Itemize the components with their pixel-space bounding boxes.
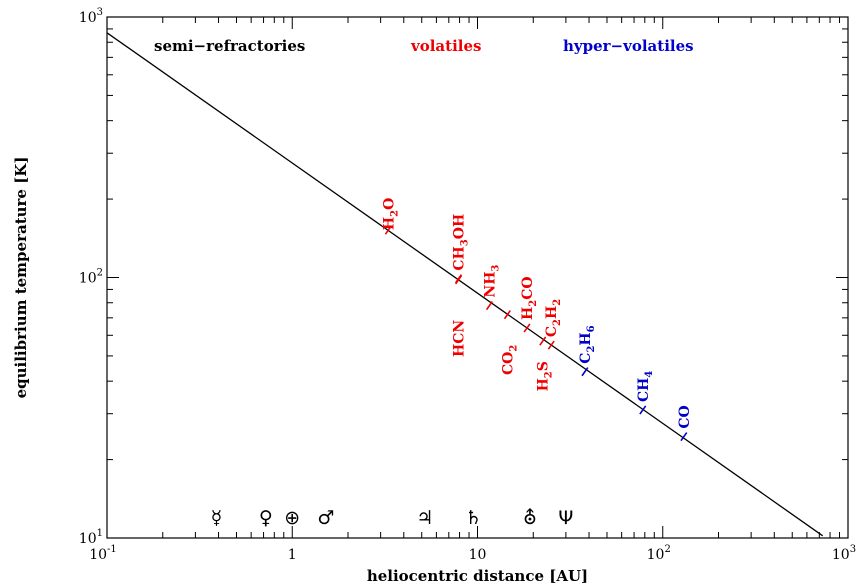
axis-ticks: [106, 16, 849, 539]
molecule-label: CO: [677, 405, 693, 428]
annotations: H2O CH3OH HCN NH3 CO2 H2CO C2H2 H2S C2H6 CH4 CO: [381, 198, 693, 442]
x-axis-label: heliocentric distance [AU]: [367, 567, 588, 585]
y-tick-label: 103: [79, 7, 103, 26]
molecule-marker: [523, 323, 531, 333]
x-tick-label: 102: [647, 544, 671, 563]
x-tick-label: 1: [288, 547, 297, 563]
molecule-marker: [680, 432, 688, 442]
category-label: hyper−volatiles: [563, 37, 694, 55]
x-tick-label: 10: [469, 547, 487, 563]
category-label: volatiles: [410, 37, 481, 55]
tick-labels: 10-1 1 10 102 103 101 102 103: [79, 7, 856, 563]
planet-neptune-icon: Ψ: [558, 507, 573, 529]
category-label: semi−refractories: [154, 37, 305, 55]
y-axis-label: equilibrium temperature [K]: [12, 157, 30, 399]
molecule-marker: [485, 301, 493, 311]
molecule-marker: [639, 405, 647, 415]
molecule-marker: [547, 340, 555, 350]
planet-earth-icon: ⊕: [284, 507, 300, 529]
molecule-marker: [503, 310, 511, 320]
molecule-label: H2O: [381, 198, 400, 230]
planet-symbols: ☿ ♀ ⊕ ♂ ♃ ♄ ⛢ Ψ: [211, 507, 574, 529]
molecule-marker: [539, 336, 547, 346]
y-tick-label: 101: [79, 528, 103, 547]
x-tick-label: 103: [832, 544, 856, 563]
category-labels: semi−refractories volatiles hyper−volatile…: [154, 37, 694, 55]
molecule-label: HCN: [452, 320, 468, 357]
plot-frame: [106, 16, 849, 539]
series: [106, 32, 824, 537]
planet-venus-icon: ♀: [259, 507, 273, 529]
plot-border: [106, 16, 849, 539]
planet-uranus-icon: ⛢: [523, 507, 537, 529]
molecule-label: NH3: [482, 265, 501, 298]
molecule-label: C2H6: [578, 325, 597, 363]
planet-mercury-icon: ☿: [211, 507, 223, 529]
series-line: [106, 32, 824, 537]
molecule-label: H2S: [536, 361, 555, 391]
molecule-marker: [455, 275, 463, 285]
planet-mars-icon: ♂: [317, 507, 334, 529]
molecule-label: CO2: [500, 345, 519, 375]
y-tick-label: 102: [79, 268, 103, 287]
planet-saturn-icon: ♄: [465, 507, 482, 529]
x-tick-label: 10-1: [89, 544, 117, 563]
molecule-marker: [384, 225, 392, 235]
molecule-marker: [581, 367, 589, 377]
molecule-label: H2CO: [520, 276, 539, 320]
molecule-label: CH3OH: [452, 214, 471, 271]
planet-jupiter-icon: ♃: [416, 507, 433, 529]
molecule-label: CH4: [636, 371, 655, 402]
molecule-label: C2H2: [544, 299, 563, 337]
